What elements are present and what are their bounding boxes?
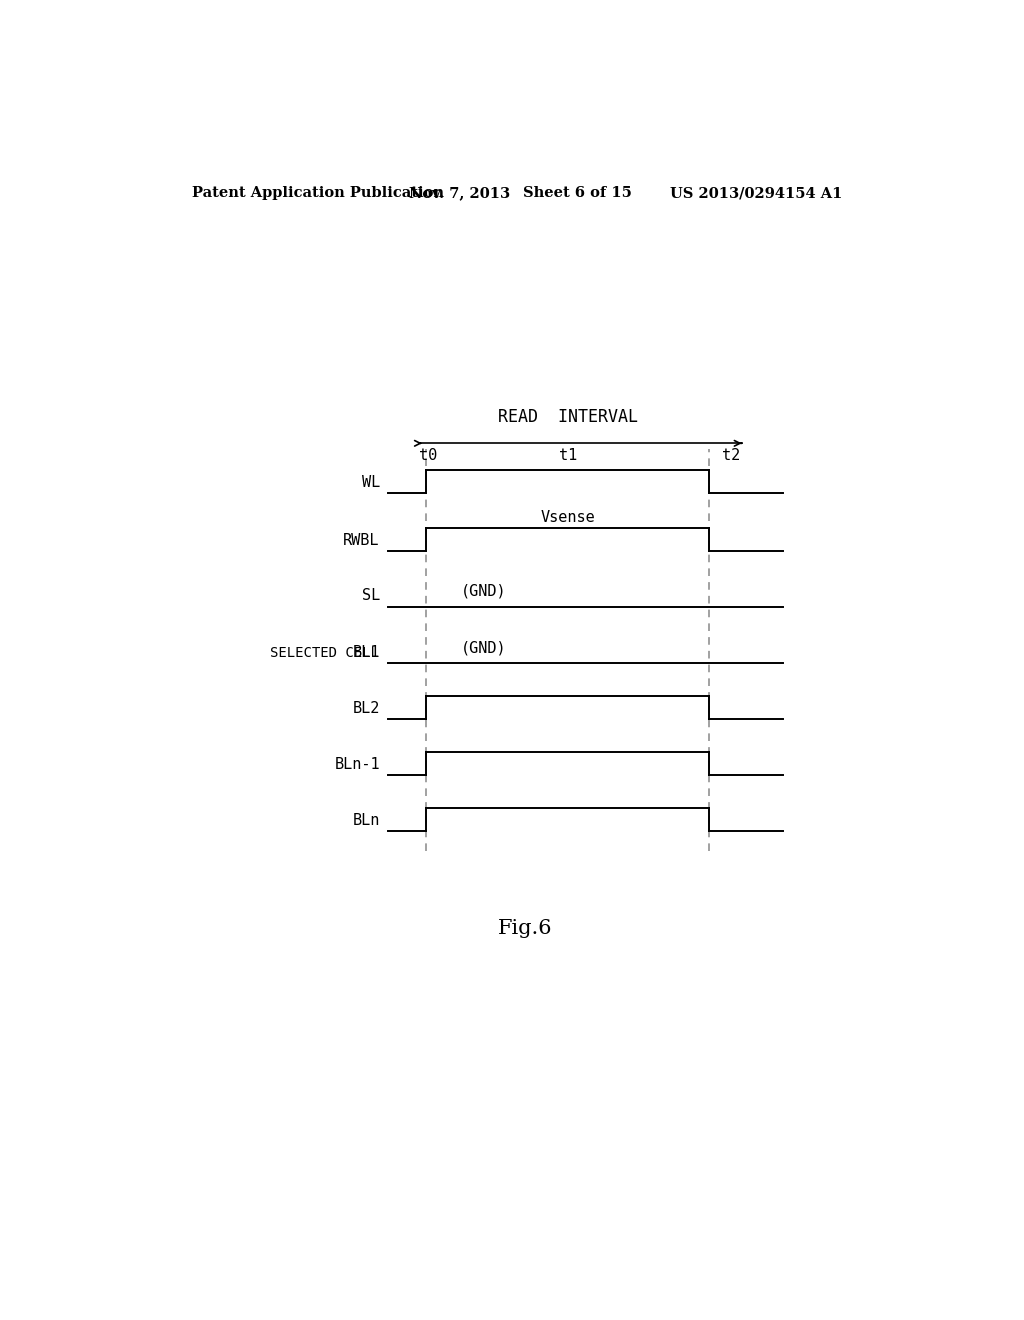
Text: SL: SL: [361, 589, 380, 603]
Text: t2: t2: [722, 447, 740, 463]
Text: Sheet 6 of 15: Sheet 6 of 15: [523, 186, 632, 201]
Text: READ  INTERVAL: READ INTERVAL: [498, 408, 638, 426]
Text: t0: t0: [419, 447, 437, 463]
Text: BLn-1: BLn-1: [334, 758, 380, 772]
Text: BL1: BL1: [352, 644, 380, 660]
Text: US 2013/0294154 A1: US 2013/0294154 A1: [671, 186, 843, 201]
Text: t1: t1: [559, 447, 577, 463]
Text: Vsense: Vsense: [541, 510, 595, 525]
Text: WL: WL: [361, 475, 380, 490]
Text: (GND): (GND): [461, 583, 507, 599]
Text: RWBL: RWBL: [343, 533, 380, 548]
Text: Nov. 7, 2013: Nov. 7, 2013: [409, 186, 510, 201]
Text: BLn: BLn: [352, 813, 380, 829]
Text: Fig.6: Fig.6: [498, 919, 552, 939]
Text: Patent Application Publication: Patent Application Publication: [191, 186, 443, 201]
Text: SELECTED CELL: SELECTED CELL: [270, 645, 379, 660]
Text: (GND): (GND): [461, 640, 507, 655]
Text: BL2: BL2: [352, 701, 380, 715]
